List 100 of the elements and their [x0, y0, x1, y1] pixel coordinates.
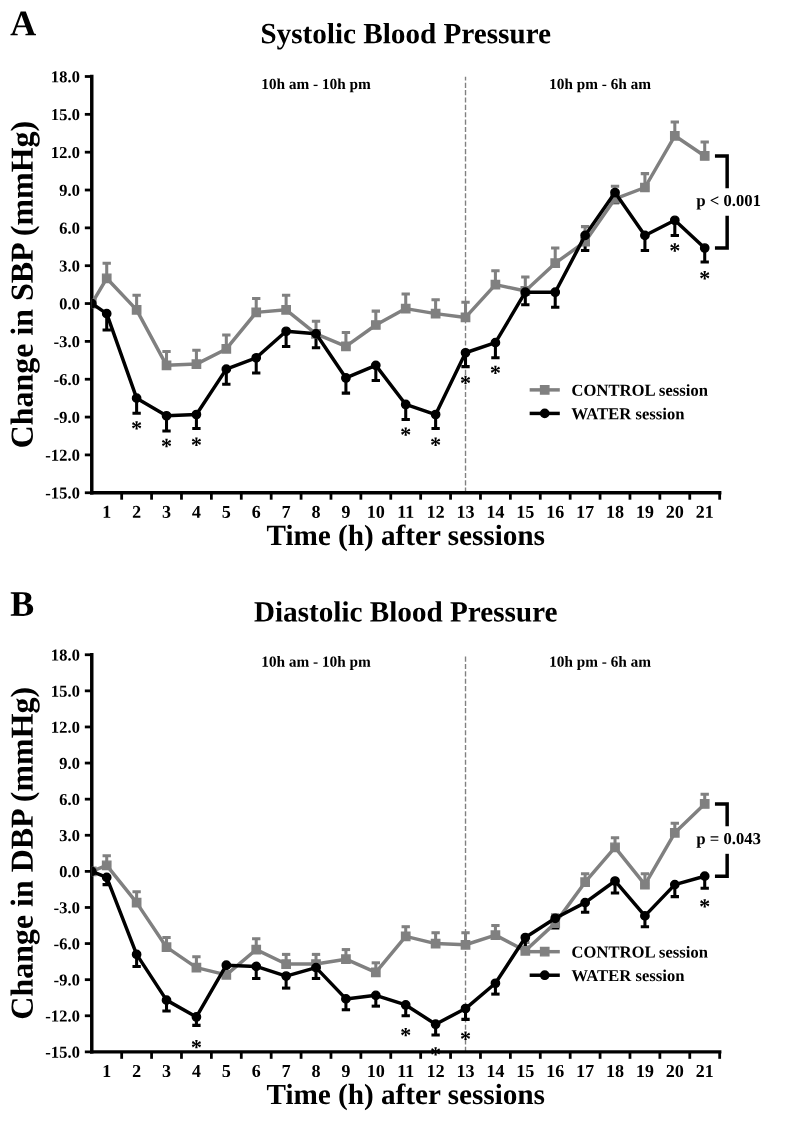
annotation: * — [700, 271, 710, 280]
y-tick-label: 6.0 — [59, 793, 80, 806]
annotation: * — [401, 1027, 411, 1037]
annotation: * — [191, 437, 202, 446]
point — [490, 337, 501, 348]
x-axis-title: Time (h) after sessions — [266, 1083, 545, 1111]
x-tick-label: 7 — [282, 505, 291, 518]
x-tick-label: 3 — [162, 505, 171, 518]
point — [251, 944, 262, 955]
point — [490, 978, 501, 989]
x-tick-label: 4 — [192, 1065, 201, 1077]
x-axis-title: Time (h) after sessions — [266, 524, 545, 552]
y-tick-label: -12.0 — [45, 1010, 80, 1022]
x-tick-label: 3 — [162, 1064, 171, 1078]
point — [460, 312, 471, 323]
y-tick-label: 3.0 — [59, 260, 80, 272]
text: A — [10, 11, 36, 36]
y-axis-title: Change in SBP (mmHg) — [10, 122, 40, 447]
point — [669, 827, 680, 838]
y-tick-label: 9.0 — [59, 184, 80, 197]
x-tick-label: 10 — [368, 505, 385, 518]
x-tick-label: 21 — [696, 1064, 713, 1077]
y-tick-label: 0.0 — [59, 298, 80, 310]
point — [550, 913, 561, 924]
x-tick-label: 19 — [637, 505, 654, 518]
y-tick-label: -15.0 — [45, 487, 80, 499]
x-tick-label: 13 — [457, 1064, 474, 1078]
annotation: * — [161, 438, 172, 448]
x-tick-label: 12 — [428, 505, 444, 518]
y-tick-label: 0.0 — [59, 866, 80, 878]
legend-label: WATER session — [571, 407, 685, 420]
annotation: 10h pm - 6h am — [550, 78, 651, 93]
point — [131, 897, 142, 908]
x-tick-label: 18 — [607, 1064, 624, 1078]
x-tick-label: 18 — [607, 505, 624, 518]
legend-label: WATER session — [571, 969, 685, 982]
point — [580, 230, 590, 241]
point — [460, 347, 471, 358]
chart-title: Diastolic Blood Pressure — [254, 601, 557, 622]
point — [251, 307, 262, 318]
x-tick-label: 2 — [132, 505, 141, 518]
annotation: * — [460, 375, 471, 385]
x-tick-label: 9 — [341, 505, 350, 518]
y-tick-label: -6.0 — [54, 938, 80, 950]
y-tick-label: 18.0 — [52, 649, 80, 661]
y-tick-label: 6.0 — [59, 222, 80, 234]
x-tick-label: 9 — [341, 1064, 350, 1078]
x-tick-label: 1 — [103, 505, 111, 518]
point — [400, 931, 411, 942]
y-tick-label: -12.0 — [45, 449, 80, 461]
point — [699, 871, 710, 882]
point — [161, 360, 172, 371]
point — [490, 930, 501, 941]
annotation: 10h am - 10h pm — [262, 78, 371, 93]
y-tick-label: 9.0 — [59, 757, 80, 770]
x-tick-label: 1 — [103, 1064, 111, 1077]
y-tick-label: 15.0 — [52, 685, 80, 697]
x-tick-label: 17 — [577, 505, 594, 518]
point — [311, 962, 321, 973]
point — [341, 954, 351, 965]
x-tick-label: 10 — [368, 1064, 385, 1078]
legend-label: CONTROL session — [572, 384, 708, 396]
point — [131, 949, 142, 960]
point — [101, 872, 112, 883]
x-tick-label: 17 — [577, 1064, 594, 1077]
point — [400, 303, 411, 314]
y-tick-label: -9.0 — [54, 974, 80, 986]
point — [490, 279, 501, 290]
x-tick-label: 8 — [312, 1064, 320, 1078]
point — [400, 399, 411, 410]
x-tick-label: 5 — [222, 505, 231, 518]
point — [430, 409, 441, 420]
y-tick-label: 18.0 — [52, 71, 80, 83]
point — [669, 130, 680, 141]
y-tick-label: 12.0 — [52, 146, 80, 159]
y-tick-label: -3.0 — [54, 902, 80, 914]
point — [221, 960, 232, 971]
y-tick-label: -15.0 — [45, 1046, 80, 1058]
point — [131, 304, 142, 315]
x-tick-label: 13 — [457, 505, 474, 518]
x-tick-label: 8 — [312, 505, 320, 518]
y-tick-label: 15.0 — [52, 109, 80, 121]
point — [610, 842, 620, 853]
x-tick-label: 20 — [666, 505, 684, 518]
x-tick-label: 16 — [547, 505, 564, 518]
point — [370, 990, 381, 1001]
annotation: p = 0.043 — [696, 833, 761, 848]
annotation: * — [670, 243, 680, 252]
annotation: * — [460, 1031, 471, 1040]
x-tick-label: 6 — [252, 1064, 261, 1078]
annotation: * — [401, 427, 411, 436]
point — [430, 938, 441, 949]
point — [640, 879, 650, 890]
point — [430, 1019, 441, 1030]
annotation: 10h pm - 6h am — [550, 656, 651, 670]
point — [131, 393, 142, 404]
point — [161, 942, 172, 953]
x-tick-label: 16 — [547, 1064, 564, 1078]
y-tick-label: 3.0 — [59, 829, 80, 842]
y-axis-title: Change in DBP (mmHg) — [10, 688, 40, 1019]
